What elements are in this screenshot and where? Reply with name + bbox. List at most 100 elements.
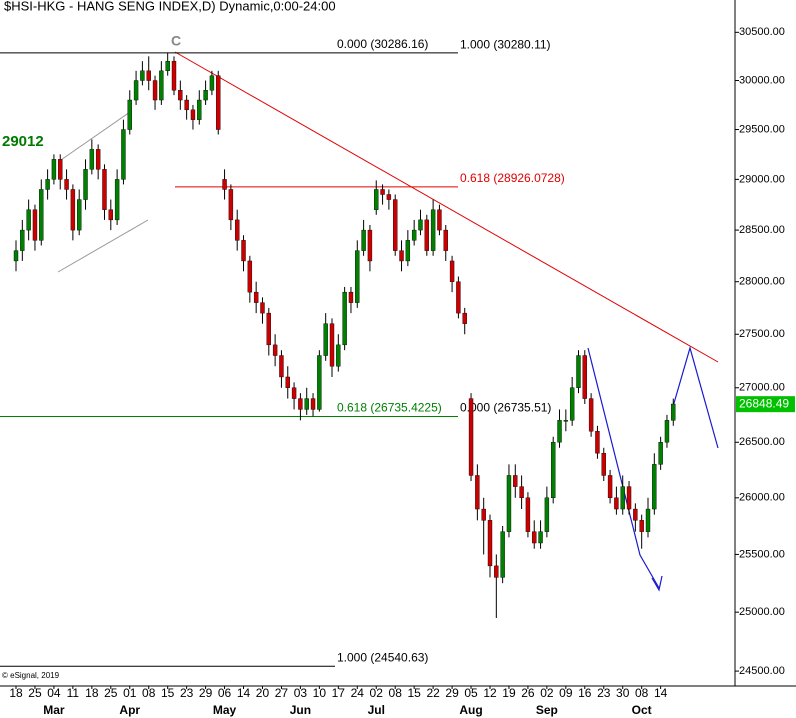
x-tick-label: 08	[635, 686, 649, 700]
x-tick-label: 04	[47, 686, 61, 700]
fib-label: 0.000 (30286.16)	[337, 37, 428, 51]
candle-body	[266, 312, 271, 346]
x-tick-label: 01	[123, 686, 137, 700]
x-tick-label: 19	[502, 686, 516, 700]
month-label: Jul	[368, 703, 385, 717]
candle-body	[32, 209, 38, 241]
candle-body	[639, 520, 644, 532]
candle-body	[342, 291, 347, 346]
candle-body	[393, 199, 398, 251]
candle-body	[241, 240, 246, 262]
candle-body	[513, 475, 518, 487]
candle-body	[304, 398, 309, 410]
y-tick-label: 30000.00	[739, 74, 785, 86]
x-tick-label: 22	[426, 686, 440, 700]
candle-body	[411, 229, 417, 241]
candle-body	[449, 260, 455, 282]
candle-body	[658, 442, 663, 465]
candle-body	[506, 475, 512, 532]
candle-body	[551, 442, 556, 499]
y-tick-label: 25000.00	[739, 606, 785, 618]
fib-label: 1.000 (24540.63)	[337, 650, 428, 664]
trend-line	[174, 51, 719, 363]
candle-body	[209, 75, 215, 91]
x-tick-label: 03	[294, 686, 308, 700]
candle-body	[121, 129, 126, 180]
month-label: May	[213, 703, 237, 717]
annotation: 29012	[2, 133, 44, 150]
x-tick-label: 14	[654, 686, 668, 700]
candle-body	[285, 376, 290, 388]
candle-body	[102, 169, 107, 210]
candle-body	[197, 99, 202, 120]
chart-title: $HSI-HKG - HANG SENG INDEX,D) Dynamic,0:…	[4, 0, 336, 13]
candle-body	[475, 475, 480, 510]
x-tick-label: 17	[332, 686, 346, 700]
candle-body	[582, 355, 587, 399]
x-tick-label: 23	[180, 686, 194, 700]
candle-body	[45, 179, 50, 190]
candle-body	[557, 420, 562, 443]
candle-body	[386, 194, 392, 200]
x-tick-label: 20	[256, 686, 270, 700]
candle-body	[462, 312, 467, 324]
candle-body	[645, 508, 651, 532]
candle-body	[279, 355, 284, 378]
candle-body	[140, 70, 145, 81]
x-tick-label: 27	[275, 686, 289, 700]
candle-body	[494, 565, 499, 578]
candle-body	[127, 99, 132, 130]
x-tick-label: 25	[104, 686, 118, 700]
candle-body	[247, 260, 253, 293]
copyright: © eSignal, 2019	[2, 671, 60, 680]
y-tick-label: 29500.00	[739, 123, 785, 135]
x-tick-label: 11	[67, 686, 80, 700]
y-tick-label: 30500.00	[739, 26, 785, 38]
candle-body	[83, 169, 88, 200]
candle-body	[430, 209, 436, 251]
candle-body	[348, 291, 354, 303]
y-tick-label: 25500.00	[739, 548, 785, 560]
month-label: Jun	[290, 703, 311, 717]
fib-label: 0.000 (26735.51)	[460, 401, 551, 415]
x-tick-label: 30	[616, 686, 630, 700]
candle-body	[563, 420, 569, 422]
candle-body	[114, 179, 120, 221]
x-tick-label: 15	[407, 686, 421, 700]
candle-body	[310, 398, 316, 410]
candle-body	[361, 229, 366, 251]
y-tick-label: 27000.00	[739, 382, 785, 394]
projection-path	[671, 345, 719, 449]
candle-body	[355, 250, 360, 303]
y-tick-label: 26500.00	[739, 436, 785, 448]
x-tick-label: 12	[483, 686, 497, 700]
x-tick-label: 24	[351, 686, 365, 700]
candle-body	[336, 344, 341, 367]
candle-body	[260, 302, 265, 314]
candle-body	[595, 431, 600, 454]
candle-body	[576, 355, 581, 388]
candle-body	[456, 281, 461, 314]
candle-body	[532, 531, 537, 544]
y-tick-label: 28500.00	[739, 224, 785, 236]
candle-body	[500, 531, 505, 578]
month-label: Aug	[459, 703, 482, 717]
x-tick-label: 16	[578, 686, 592, 700]
arrow-head	[651, 575, 663, 592]
x-tick-label: 08	[142, 686, 156, 700]
month-label: Sep	[536, 703, 558, 717]
candle-body	[569, 387, 575, 421]
candle-body	[544, 497, 550, 532]
channel-line	[57, 111, 131, 163]
candle-body	[178, 90, 183, 101]
candle-body	[20, 229, 25, 251]
candle-body	[70, 189, 76, 231]
fib-label: 0.618 (26735.4225)	[337, 401, 442, 415]
candle-body	[108, 209, 114, 221]
candle-body	[253, 291, 259, 303]
candle-body	[171, 60, 177, 91]
candle-body	[146, 70, 151, 81]
candle-body	[272, 344, 278, 356]
